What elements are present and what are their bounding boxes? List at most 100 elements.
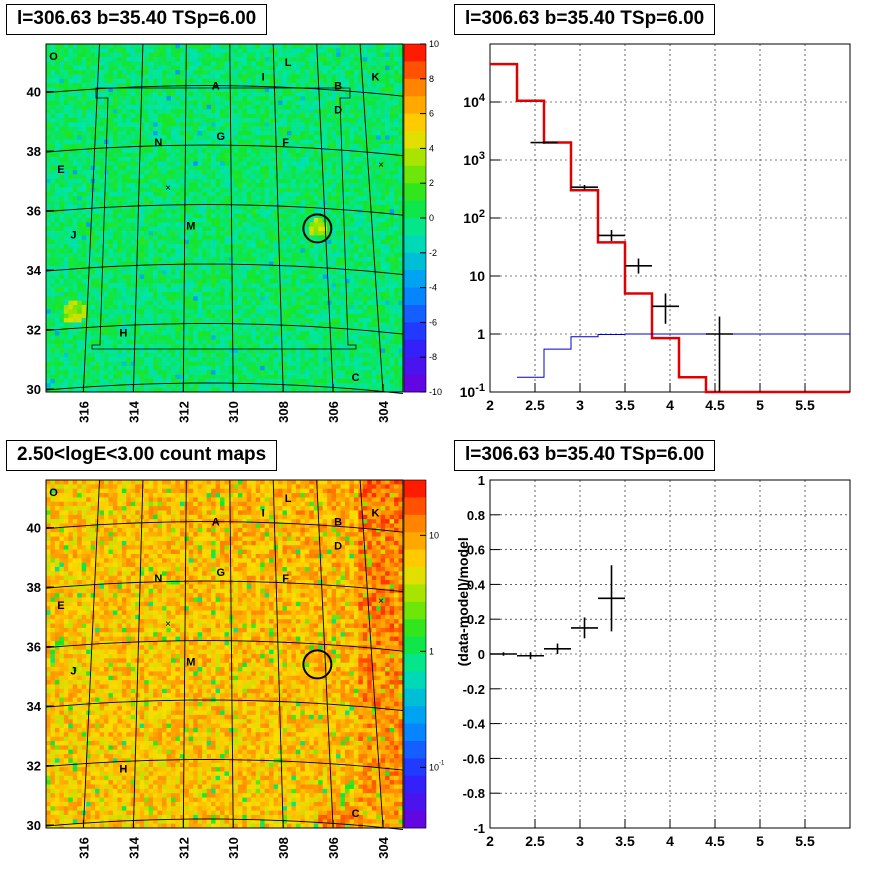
y-tick-label: 30 bbox=[27, 818, 41, 833]
x-tick-label: 4 bbox=[666, 833, 674, 849]
x-tick-label: 310 bbox=[226, 401, 241, 423]
colorbar-tick-label: 10 bbox=[429, 530, 439, 540]
x-tick-label: 4.5 bbox=[705, 833, 725, 849]
y-tick-label: 0.8 bbox=[467, 508, 485, 523]
source-label: D bbox=[334, 104, 342, 116]
colorbar-tick-label: -8 bbox=[429, 352, 437, 362]
y-tick-label: -0.4 bbox=[463, 717, 486, 732]
latitude-line bbox=[45, 521, 404, 533]
x-tick-label: 2 bbox=[486, 397, 494, 413]
source-label: N bbox=[154, 573, 162, 585]
roi-outline bbox=[91, 87, 357, 350]
cross-marker: × bbox=[165, 619, 171, 630]
x-tick-label: 316 bbox=[76, 401, 91, 423]
latitude-line bbox=[45, 640, 404, 652]
source-label: J bbox=[70, 665, 76, 677]
source-label: G bbox=[216, 567, 225, 579]
colorbar-tick-label: 10 bbox=[429, 39, 439, 49]
source-label: F bbox=[282, 137, 289, 149]
source-label: H bbox=[119, 764, 127, 776]
source-label: A bbox=[212, 81, 220, 93]
latitude-line bbox=[45, 580, 404, 593]
map-grid bbox=[45, 479, 404, 831]
colorbar-tick-label: -6 bbox=[429, 317, 437, 327]
map-pixels bbox=[46, 44, 404, 393]
longitude-line bbox=[82, 479, 100, 829]
resid-title: l=306.63 b=35.40 TSp=6.00 bbox=[454, 440, 716, 471]
x-tick-label: 5 bbox=[756, 397, 764, 413]
y-tick-label: 102 bbox=[463, 208, 485, 226]
source-label: C bbox=[352, 372, 360, 384]
longitude-line bbox=[182, 479, 187, 829]
latitude-line bbox=[45, 144, 404, 157]
longitude-line bbox=[132, 479, 144, 829]
colorbar-tick-label: 10-1 bbox=[429, 760, 445, 772]
x-tick-label: 314 bbox=[126, 836, 141, 858]
source-label: I bbox=[262, 72, 265, 84]
latitude-line bbox=[45, 263, 404, 276]
x-tick-label: 3.5 bbox=[615, 397, 635, 413]
y-tick-label: -0.6 bbox=[463, 751, 485, 766]
latitude-line bbox=[45, 382, 404, 395]
longitude-line bbox=[182, 43, 187, 393]
longitude-line bbox=[316, 43, 334, 393]
longitude-line bbox=[359, 479, 384, 829]
colorbar bbox=[404, 480, 426, 829]
y-tick-label: 0 bbox=[478, 647, 485, 662]
cross-marker: × bbox=[378, 160, 384, 171]
y-tick-label: 40 bbox=[27, 85, 41, 100]
latitude-line bbox=[45, 323, 404, 335]
source-label: K bbox=[372, 72, 380, 84]
map-bottom-title: 2.50<logE<3.00 count maps bbox=[6, 440, 278, 471]
x-tick-label: 5.5 bbox=[795, 833, 815, 849]
y-tick-label: 36 bbox=[27, 640, 41, 655]
y-tick-label: 1 bbox=[477, 326, 485, 342]
source-label: F bbox=[282, 573, 289, 585]
x-tick-label: 308 bbox=[276, 401, 291, 423]
map-frame bbox=[45, 43, 404, 393]
x-tick-label: 314 bbox=[126, 400, 141, 422]
source-label: M bbox=[186, 656, 195, 668]
source-label: A bbox=[212, 517, 220, 529]
y-tick-label: 0.4 bbox=[467, 577, 486, 592]
longitude-line bbox=[272, 43, 284, 393]
residual-chart: 2 2.5 3 3.5 4 4.5 5 5.5 -1 -0.8 -0.6 -0.4 -0.2 0 0.2 0.… bbox=[455, 473, 851, 849]
y-tick-label: 103 bbox=[463, 150, 485, 168]
colorbar-tick-label: -2 bbox=[429, 248, 437, 258]
x-tick-label: 312 bbox=[176, 401, 191, 423]
source-label: L bbox=[285, 493, 292, 505]
x-tick-label: 4.5 bbox=[705, 397, 725, 413]
x-tick-label: 3.5 bbox=[615, 833, 635, 849]
y-axis-label: (data-model)/model bbox=[455, 537, 471, 666]
colorbar-tick-label: -4 bbox=[429, 283, 437, 293]
colorbar-tick-label: 8 bbox=[429, 74, 434, 84]
y-tick-label: -0.8 bbox=[463, 786, 485, 801]
x-tick-label: 316 bbox=[76, 837, 91, 859]
y-tick-label: 1 bbox=[478, 473, 485, 488]
x-tick-label: 306 bbox=[326, 837, 341, 859]
x-tick-label: 310 bbox=[226, 837, 241, 859]
y-tick-label: 104 bbox=[463, 92, 486, 110]
grid bbox=[489, 479, 850, 829]
longitude-line bbox=[82, 43, 100, 393]
y-tick-label: 10-1 bbox=[460, 382, 485, 400]
latitude-line bbox=[45, 699, 404, 712]
cross-marker: × bbox=[378, 596, 384, 607]
x-tick-label: 5.5 bbox=[795, 397, 815, 413]
colorbar-tick-label: 1 bbox=[429, 646, 434, 656]
colorbar-tick-label: 2 bbox=[429, 178, 434, 188]
x-tick-label: 304 bbox=[376, 400, 391, 422]
x-tick-label: 4 bbox=[666, 397, 674, 413]
source-circle bbox=[302, 649, 333, 680]
x-tick-label: 3 bbox=[576, 833, 584, 849]
source-label: H bbox=[119, 328, 127, 340]
longitude-line bbox=[316, 479, 334, 829]
y-tick-label: 32 bbox=[27, 759, 41, 774]
x-tick-label: 2.5 bbox=[525, 833, 545, 849]
map-grid bbox=[45, 43, 404, 395]
colorbar-tick-label: 0 bbox=[429, 213, 434, 223]
source-label: O bbox=[49, 487, 58, 499]
colorbar-frame bbox=[403, 479, 427, 829]
x-tick-label: 308 bbox=[276, 837, 291, 859]
colorbar-tick-label: 6 bbox=[429, 109, 434, 119]
